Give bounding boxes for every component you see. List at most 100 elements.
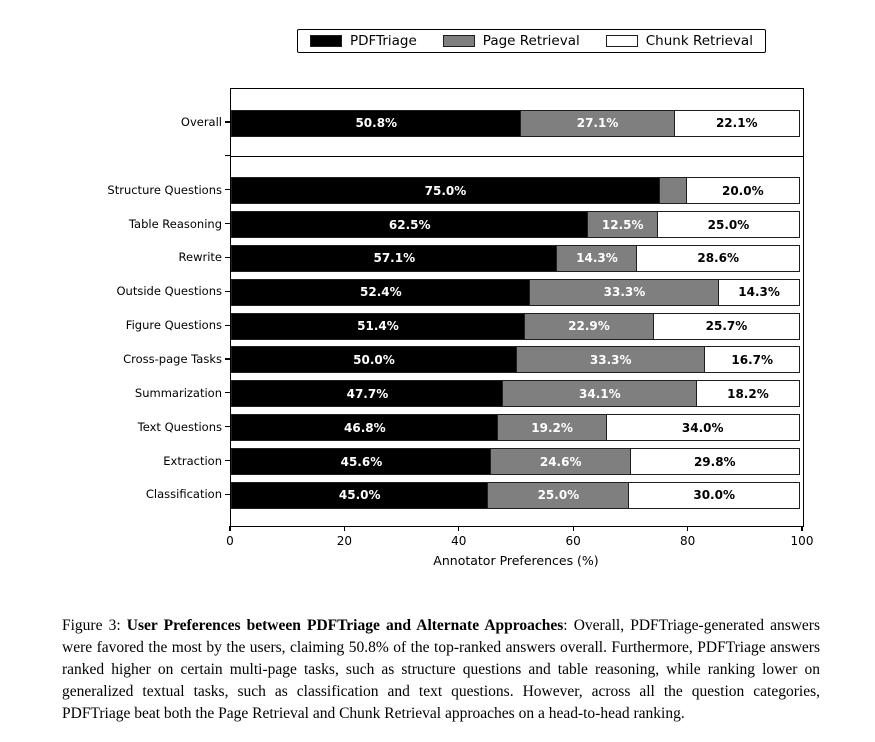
bar-segment-chunk-retrieval: 25.7% <box>652 312 800 340</box>
figure-caption: Figure 3: User Preferences between PDFTr… <box>62 615 820 725</box>
y-axis-category-label: Table Reasoning <box>128 216 222 231</box>
bar-segment-pdftriage: 52.4% <box>231 278 531 306</box>
bar-row: 45.0% 25.0% 30.0% <box>231 481 803 509</box>
bar-row: 75.0% 20.0% <box>231 177 803 205</box>
y-axis-category-label: Cross-page Tasks <box>123 351 222 366</box>
y-tick-mark <box>225 121 230 123</box>
bar-value-label: 24.6% <box>539 454 582 469</box>
bar-segment-page-retrieval: 33.3% <box>529 278 720 306</box>
x-tick-label: 40 <box>451 534 467 548</box>
bar-value-label: 25.0% <box>537 488 580 503</box>
bar-value-label: 14.3% <box>576 251 618 266</box>
y-tick-mark <box>225 426 230 428</box>
y-axis-category-label: Structure Questions <box>107 182 222 197</box>
bar-value-label: 52.4% <box>360 285 402 300</box>
bar-segment-chunk-retrieval: 14.3% <box>718 278 800 306</box>
bar-value-label: 29.8% <box>693 454 736 469</box>
bar-segment-chunk-retrieval: 29.8% <box>629 448 800 475</box>
bar-segment-page-retrieval: 25.0% <box>486 481 630 509</box>
y-tick-mark <box>225 392 230 394</box>
bar-segment-page-retrieval: 27.1% <box>520 109 676 137</box>
bar-segment-chunk-retrieval: 20.0% <box>685 177 800 205</box>
x-axis-title: Annotator Preferences (%) <box>433 553 599 568</box>
x-tick-label: 100 <box>790 534 814 548</box>
bar-value-label: 45.6% <box>340 454 383 469</box>
bar-segment-page-retrieval: 33.3% <box>515 346 706 374</box>
bar-value-label: 45.0% <box>338 488 381 503</box>
legend-item-pdftriage: PDFTriage <box>310 33 417 49</box>
bar-row: 57.1% 14.3% 28.6% <box>231 244 803 272</box>
bar-value-label: 46.8% <box>344 420 386 435</box>
bar-segment-chunk-retrieval: 34.0% <box>605 414 800 442</box>
legend-swatch-pdftriage <box>310 35 342 47</box>
bar-value-label: 34.1% <box>579 386 621 401</box>
bar-value-label: 33.3% <box>603 285 646 300</box>
bar-value-label: 57.1% <box>373 251 416 266</box>
bar-segment-chunk-retrieval: 25.0% <box>657 211 800 239</box>
x-tick-mark <box>458 526 460 531</box>
bar-value-label: 25.7% <box>705 319 748 334</box>
x-tick-label: 80 <box>679 534 696 548</box>
bar-segment-pdftriage: 46.8% <box>231 414 499 442</box>
caption-body: : Overall, PDFTriage-generated answers w… <box>62 616 820 722</box>
bar-segment-chunk-retrieval: 30.0% <box>628 481 800 509</box>
y-tick-mark <box>225 459 230 462</box>
y-tick-mark <box>225 358 230 360</box>
bar-segment-pdftriage: 57.1% <box>231 244 558 272</box>
x-tick-mark <box>343 526 345 531</box>
legend-item-label: Chunk Retrieval <box>645 33 753 49</box>
bar-segment-page-retrieval: 34.1% <box>502 380 698 408</box>
x-tick-mark <box>687 526 689 531</box>
bar-value-label: 51.4% <box>357 319 399 334</box>
bar-segment-page-retrieval <box>658 177 688 205</box>
caption-figure-number: Figure 3: <box>62 616 127 634</box>
y-axis-category-label: Outside Questions <box>116 284 223 299</box>
bar-segment-pdftriage: 50.8% <box>231 109 522 137</box>
plot-area: 50.8% 27.1% 22.1% 75.0% 20.0% 62.5% 12.5% 25.0%… <box>230 88 804 527</box>
x-tick-label: 0 <box>226 534 234 548</box>
bar-value-label: 19.2% <box>531 420 573 435</box>
bar-segment-page-retrieval: 12.5% <box>587 211 659 239</box>
bar-row: 50.8% 27.1% 22.1% <box>231 109 803 137</box>
bar-value-label: 62.5% <box>388 217 431 232</box>
bar-value-label: 20.0% <box>721 183 764 198</box>
bar-row: 51.4% 22.9% 25.7% <box>231 312 803 340</box>
separator-line <box>231 156 803 158</box>
x-tick-label: 20 <box>336 534 353 548</box>
bar-value-label: 12.5% <box>601 217 644 232</box>
x-tick-label: 60 <box>565 534 581 548</box>
y-tick-mark <box>225 155 230 157</box>
legend-swatch-page-retrieval <box>442 35 475 47</box>
y-axis-category-label: Extraction <box>163 453 222 468</box>
bar-segment-pdftriage: 75.0% <box>231 177 660 205</box>
bar-segment-pdftriage: 45.0% <box>231 481 489 509</box>
x-tick-mark <box>801 526 803 531</box>
y-axis-category-label: Figure Questions <box>125 318 222 333</box>
bar-segment-chunk-retrieval: 28.6% <box>636 244 800 272</box>
y-axis-category-label: Rewrite <box>178 250 222 265</box>
y-tick-mark <box>225 290 230 292</box>
bar-value-label: 28.6% <box>697 251 739 266</box>
legend-item-label: Page Retrieval <box>482 33 580 49</box>
bar-row: 47.7% 34.1% 18.2% <box>231 380 803 408</box>
y-tick-mark <box>225 324 230 326</box>
bar-segment-page-retrieval: 22.9% <box>523 312 655 340</box>
legend-item-chunk-retrieval: Chunk Retrieval <box>605 33 753 49</box>
bar-segment-chunk-retrieval: 18.2% <box>695 380 800 408</box>
bar-segment-chunk-retrieval: 16.7% <box>704 346 800 374</box>
bar-segment-pdftriage: 50.0% <box>231 346 517 374</box>
bar-value-label: 50.8% <box>355 116 398 130</box>
bar-row: 52.4% 33.3% 14.3% <box>231 278 803 306</box>
bar-value-label: 27.1% <box>576 116 619 130</box>
y-axis-category-label: Summarization <box>134 385 222 400</box>
bar-value-label: 22.1% <box>715 116 758 130</box>
bar-value-label: 34.0% <box>681 420 724 435</box>
bar-segment-page-retrieval: 24.6% <box>490 448 632 475</box>
bar-row: 62.5% 12.5% 25.0% <box>231 211 803 239</box>
legend-swatch-chunk-retrieval <box>605 35 638 47</box>
bar-row: 45.6% 24.6% 29.8% <box>231 448 803 475</box>
bar-value-label: 14.3% <box>738 285 780 300</box>
bar-segment-pdftriage: 51.4% <box>231 312 525 340</box>
chart-legend: PDFTriage Page Retrieval Chunk Retrieval <box>297 29 766 53</box>
x-tick-mark <box>229 526 231 531</box>
